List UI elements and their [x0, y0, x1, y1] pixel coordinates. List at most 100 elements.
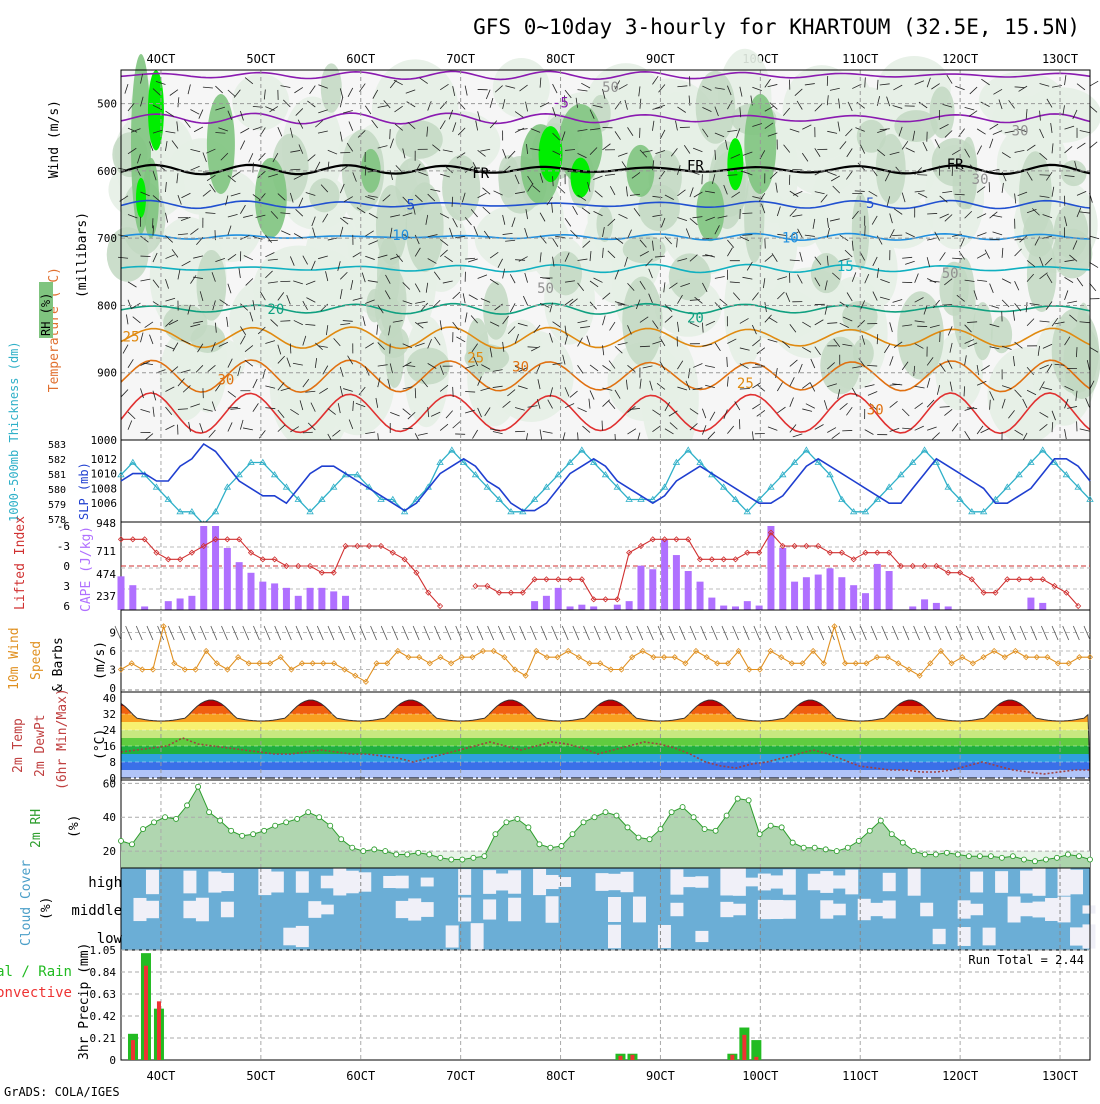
cloud-cell-high [695, 876, 708, 887]
cape-bar [909, 606, 916, 610]
rh-shade-light [199, 171, 264, 262]
rh-point [427, 852, 432, 857]
rh-point [361, 849, 366, 854]
rh-point [570, 832, 575, 837]
precip-label-conv: Convective [0, 985, 72, 1001]
rh-point [240, 833, 245, 838]
cape-bar [283, 588, 290, 610]
rh-point [482, 854, 487, 859]
cape-bar [838, 577, 845, 610]
cloud-cell-middle [833, 904, 846, 916]
cloud-cell-middle [308, 901, 321, 918]
isotherm-label-18: 30 [1012, 124, 1029, 140]
cape-bar [555, 588, 562, 610]
cape-bar [850, 585, 857, 610]
cloud-cell-middle [958, 900, 971, 918]
wind-tick-9: 9 [109, 627, 116, 640]
cape-bar [815, 575, 822, 610]
slp-tick-1010: 1010 [91, 468, 118, 481]
isotherm-label-20: 50 [537, 281, 554, 297]
x-tick-top-6OCT: 6OCT [346, 52, 375, 66]
upper-wind-barb [280, 321, 290, 322]
precip-conv-bar-6 [742, 1035, 746, 1060]
cloud-label: Cloud Cover [19, 860, 34, 946]
cape-bar [200, 526, 207, 610]
upper-wind-barb [742, 213, 752, 214]
cloud-cell-high [670, 869, 683, 894]
upper-wind-barb [1090, 142, 1098, 148]
rh-point [933, 852, 938, 857]
precip-frame [121, 950, 1090, 1060]
x-tick-top-8OCT: 8OCT [546, 52, 575, 66]
rh-shade-dark [696, 181, 724, 241]
cloud-cell-middle [970, 904, 983, 915]
rh-point [262, 828, 267, 833]
cloud-cell-high [358, 872, 371, 891]
upper-wind-barb [415, 388, 416, 398]
cape-bar [933, 603, 940, 610]
rh-point [141, 827, 146, 832]
rh-point [504, 820, 509, 825]
wind-label-1: 10m Wind [7, 627, 22, 690]
cape-bar [708, 598, 715, 610]
x-tick-bottom-9OCT: 9OCT [646, 1069, 675, 1083]
cloud-cell-high [683, 877, 696, 887]
cloud-cell-middle [508, 898, 521, 922]
cloud-cell-high [258, 869, 271, 895]
temp-label-3: (6hr Min/Max) [55, 688, 70, 790]
rh-unit: (%) [67, 815, 82, 838]
cloud-cell-low [933, 929, 946, 944]
x-tick-top-9OCT: 9OCT [646, 52, 675, 66]
cape-bar [697, 582, 704, 610]
rh-tick-60: 60 [103, 777, 116, 790]
x-tick-top-7OCT: 7OCT [446, 52, 475, 66]
cloud-cell-high [720, 869, 733, 896]
cloud-cell-high [820, 871, 833, 893]
cape-bar [141, 606, 148, 610]
cape-bar [259, 582, 266, 610]
cape-bar [165, 601, 172, 610]
cape-bar [271, 583, 278, 610]
upper-wind-barb [580, 172, 590, 173]
cloud-cell-middle [1020, 903, 1033, 916]
x-tick-top-5OCT: 5OCT [246, 52, 275, 66]
rh-point [856, 838, 861, 843]
rh-point [614, 813, 619, 818]
ua-ytick-900: 900 [97, 367, 117, 380]
ua-ytick-800: 800 [97, 299, 117, 312]
cloud-cell-high [296, 871, 309, 892]
rh-tick-40: 40 [103, 811, 116, 824]
cape-bar [945, 606, 952, 610]
rh-point [559, 844, 564, 849]
temp-label-4: (°C) [93, 729, 108, 760]
cloud-cell-high [208, 871, 221, 892]
x-tick-bottom-4OCT: 4OCT [147, 1069, 176, 1083]
cape-bar [921, 599, 928, 610]
rh-point [911, 849, 916, 854]
cloud-cell-middle [858, 899, 871, 920]
cloud-cell-low [658, 925, 671, 948]
isotherm-label-15: 30 [512, 360, 529, 376]
cape-bar [342, 596, 349, 610]
cloud-cell-high [1020, 871, 1033, 894]
rh-point [790, 840, 795, 845]
cape-tick-711: 711 [96, 545, 116, 558]
cloud-cell-middle [421, 902, 434, 917]
cape-bar [129, 585, 136, 610]
isotherm-label-14: 30 [217, 372, 234, 388]
li-tick--6: -6 [57, 520, 70, 533]
rh-point [977, 854, 982, 859]
cape-bar [318, 588, 325, 610]
rh-point [196, 784, 201, 789]
upper-wind-barb [365, 166, 366, 176]
ua-yaxis-label: (millibars) [75, 212, 90, 298]
ua-ytick-700: 700 [97, 232, 117, 245]
rh-label: 2m RH [29, 809, 44, 848]
cape-bar [791, 582, 798, 610]
rh-point [251, 832, 256, 837]
cloud-cell-high [558, 877, 571, 887]
cape-bar [767, 526, 774, 610]
x-tick-bottom-11OCT: 11OCT [842, 1069, 878, 1083]
rh-point [273, 823, 278, 828]
x-tick-bottom-12OCT: 12OCT [942, 1069, 978, 1083]
